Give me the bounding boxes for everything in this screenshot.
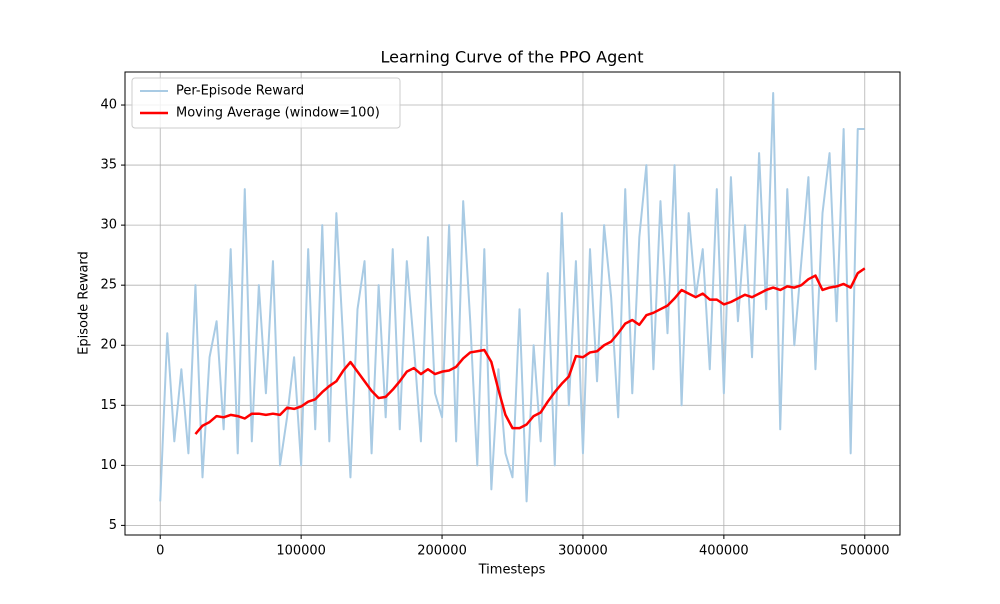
- x-axis-label: Timesteps: [478, 563, 546, 578]
- y-tick-label: 25: [100, 278, 117, 293]
- y-tick-label: 20: [100, 338, 117, 353]
- legend-box: [131, 77, 401, 129]
- x-tick-label: 400000: [699, 544, 749, 559]
- legend-label: Moving Average (window=100): [176, 106, 380, 121]
- y-tick-label: 15: [100, 398, 117, 413]
- x-tick-label: 100000: [276, 544, 326, 559]
- y-tick-label: 35: [100, 158, 117, 173]
- y-tick-label: 10: [100, 458, 117, 473]
- x-tick-label: 0: [156, 544, 164, 559]
- plot-frame: [124, 71, 901, 536]
- chart-title: Learning Curve of the PPO Agent: [380, 48, 643, 67]
- x-tick-label: 500000: [840, 544, 890, 559]
- y-tick-label: 30: [100, 218, 117, 233]
- y-axis-label: Episode Reward: [77, 251, 92, 355]
- series-line: [194, 267, 866, 435]
- x-tick-label: 300000: [558, 544, 608, 559]
- y-tick-label: 5: [109, 518, 117, 533]
- x-tick-label: 200000: [417, 544, 467, 559]
- series-line: [159, 92, 865, 503]
- legend-label: Per-Episode Reward: [176, 84, 304, 99]
- y-tick-label: 40: [100, 98, 117, 113]
